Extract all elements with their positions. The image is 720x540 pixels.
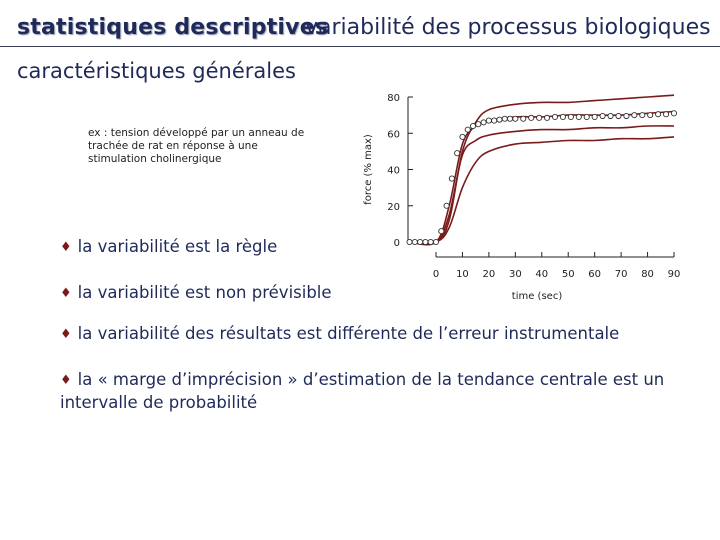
mean-marker xyxy=(475,121,482,128)
bullet-probability-interval: ♦ la « marge d’imprécision » d’estimation… xyxy=(60,369,680,413)
mean-marker xyxy=(464,126,471,133)
y-tick-label: 0 xyxy=(394,238,400,249)
x-tick-label: 70 xyxy=(615,269,628,280)
mean-marker xyxy=(544,114,551,121)
bullet-text: la variabilité est non prévisible xyxy=(77,283,332,302)
header: statistiques descriptives variabilité de… xyxy=(0,0,720,48)
x-tick-label: 30 xyxy=(509,269,522,280)
mean-marker xyxy=(591,113,598,120)
bullet-rule: ♦ la variabilité est la règle xyxy=(60,237,277,256)
mean-marker xyxy=(599,112,606,120)
mean-marker xyxy=(427,238,434,246)
mean-marker xyxy=(639,112,646,119)
bullet-unpredictable: ♦ la variabilité est non prévisible xyxy=(60,283,332,302)
x-tick-label: 80 xyxy=(641,269,654,280)
mean-marker xyxy=(432,238,440,246)
mean-marker xyxy=(551,113,559,120)
mean-marker xyxy=(454,150,461,157)
mean-marker xyxy=(422,238,429,246)
page-subtitle: variabilité des processus biologiques xyxy=(305,15,711,40)
mean-marker xyxy=(647,112,654,119)
diamond-bullet-icon: ♦ xyxy=(60,373,72,388)
mean-marker xyxy=(567,113,574,120)
bullet-instrumental-error: ♦ la variabilité des résultats est différ… xyxy=(60,324,619,343)
curve-upper xyxy=(409,94,675,245)
y-tick-label: 60 xyxy=(387,129,400,140)
mean-marker xyxy=(663,111,670,118)
mean-marker xyxy=(459,133,466,140)
y-axis-label: force (% max) xyxy=(363,134,374,205)
mean-marker xyxy=(506,115,514,122)
page-title: statistiques descriptives xyxy=(17,15,329,40)
curve-lower xyxy=(409,136,675,244)
x-tick-label: 10 xyxy=(456,269,469,280)
mean-marker xyxy=(485,117,492,124)
mean-marker xyxy=(448,175,455,182)
mean-marker xyxy=(528,114,535,121)
mean-marker xyxy=(583,113,590,120)
mean-marker xyxy=(615,112,622,120)
x-tick-label: 50 xyxy=(562,269,575,280)
mean-marker xyxy=(559,113,566,120)
diamond-bullet-icon: ♦ xyxy=(60,327,72,342)
mean-marker xyxy=(496,116,503,123)
bullet-text: la « marge d’imprécision » d’estimation … xyxy=(60,370,665,412)
x-tick-label: 60 xyxy=(588,269,601,280)
mean-marker xyxy=(411,238,418,246)
mean-marker xyxy=(469,122,477,130)
mean-marker xyxy=(480,119,487,126)
mean-marker xyxy=(406,238,413,246)
y-tick-label: 40 xyxy=(387,166,400,177)
mean-marker xyxy=(607,112,614,120)
mean-marker xyxy=(623,112,630,120)
mean-marker xyxy=(438,228,445,235)
mean-marker xyxy=(631,112,638,119)
mean-marker xyxy=(443,202,450,209)
y-tick-label: 80 xyxy=(387,93,400,104)
mean-marker xyxy=(512,115,519,122)
header-divider xyxy=(0,46,720,47)
mean-marker xyxy=(520,115,527,122)
x-tick-label: 0 xyxy=(433,269,439,280)
mean-marker xyxy=(501,115,508,122)
section-title: caractéristiques générales xyxy=(17,59,296,83)
x-tick-label: 90 xyxy=(668,269,681,280)
mean-marker xyxy=(655,111,662,118)
x-tick-label: 40 xyxy=(535,269,548,280)
y-tick-label: 20 xyxy=(387,202,400,213)
x-axis-label: time (sec) xyxy=(512,291,563,302)
bullet-text: la variabilité est la règle xyxy=(77,237,278,256)
x-tick-label: 20 xyxy=(483,269,496,280)
mean-marker xyxy=(491,117,498,124)
mean-marker xyxy=(670,110,678,117)
mean-marker xyxy=(575,113,582,120)
diamond-bullet-icon: ♦ xyxy=(60,240,72,255)
mean-marker xyxy=(536,114,543,121)
bullet-text: la variabilité des résultats est différe… xyxy=(77,324,620,343)
example-note: ex : tension développé par un anneau de … xyxy=(88,127,305,165)
curve-lower-inner xyxy=(409,125,675,245)
diamond-bullet-icon: ♦ xyxy=(60,286,72,301)
mean-marker xyxy=(417,238,424,246)
force-time-chart: 0 20 40 60 80 0 10 20 30 40 50 60 70 80 90 time (sec) fo… xyxy=(363,93,681,302)
